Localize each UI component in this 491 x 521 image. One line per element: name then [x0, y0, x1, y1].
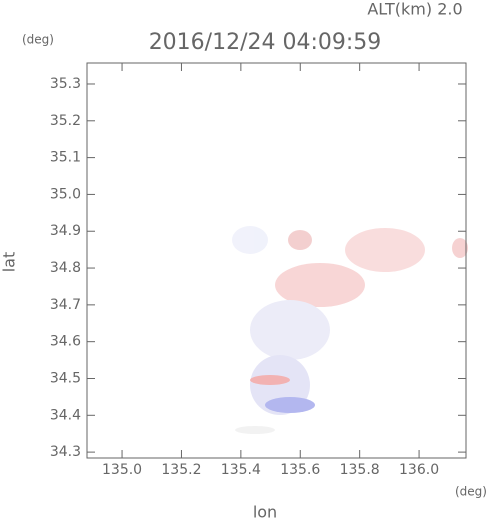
y-tick-label: 35.0	[50, 186, 81, 202]
echo	[232, 226, 268, 254]
x-axis-label: lon	[253, 503, 277, 521]
y-tick-label: 35.2	[50, 113, 81, 129]
y-tick-label: 34.4	[50, 407, 81, 423]
y-tick-label: 34.6	[50, 334, 81, 350]
x-tick-label: 135.8	[340, 462, 380, 478]
plot-frame	[86, 62, 467, 459]
y-axis-label: lat	[0, 252, 19, 273]
echo	[452, 238, 468, 258]
y-unit: (deg)	[22, 33, 54, 47]
echo	[250, 300, 330, 360]
x-tick-label: 135.0	[102, 462, 142, 478]
y-tick-label: 34.8	[50, 260, 81, 276]
y-tick-label: 34.7	[50, 297, 81, 313]
echo	[235, 426, 275, 434]
y-tick-label: 34.9	[50, 223, 81, 239]
echo-field	[232, 226, 468, 434]
y-tick-label: 34.5	[50, 370, 81, 386]
chart-title: 2016/12/24 04:09:59	[149, 30, 382, 55]
y-tick-label: 34.3	[50, 444, 81, 460]
x-tick-label: 135.6	[280, 462, 320, 478]
echo	[265, 397, 315, 413]
x-tick-label: 135.2	[161, 462, 201, 478]
x-tick-label: 135.4	[221, 462, 261, 478]
echo	[250, 375, 290, 385]
y-tick-label: 35.1	[50, 150, 81, 166]
y-tick-label: 35.3	[50, 76, 81, 92]
subtitle: ALT(km) 2.0	[367, 0, 462, 19]
echo	[288, 230, 312, 250]
x-unit: (deg)	[455, 485, 487, 499]
echo	[345, 228, 425, 272]
x-tick-label: 136.0	[399, 462, 439, 478]
echo	[275, 263, 365, 307]
